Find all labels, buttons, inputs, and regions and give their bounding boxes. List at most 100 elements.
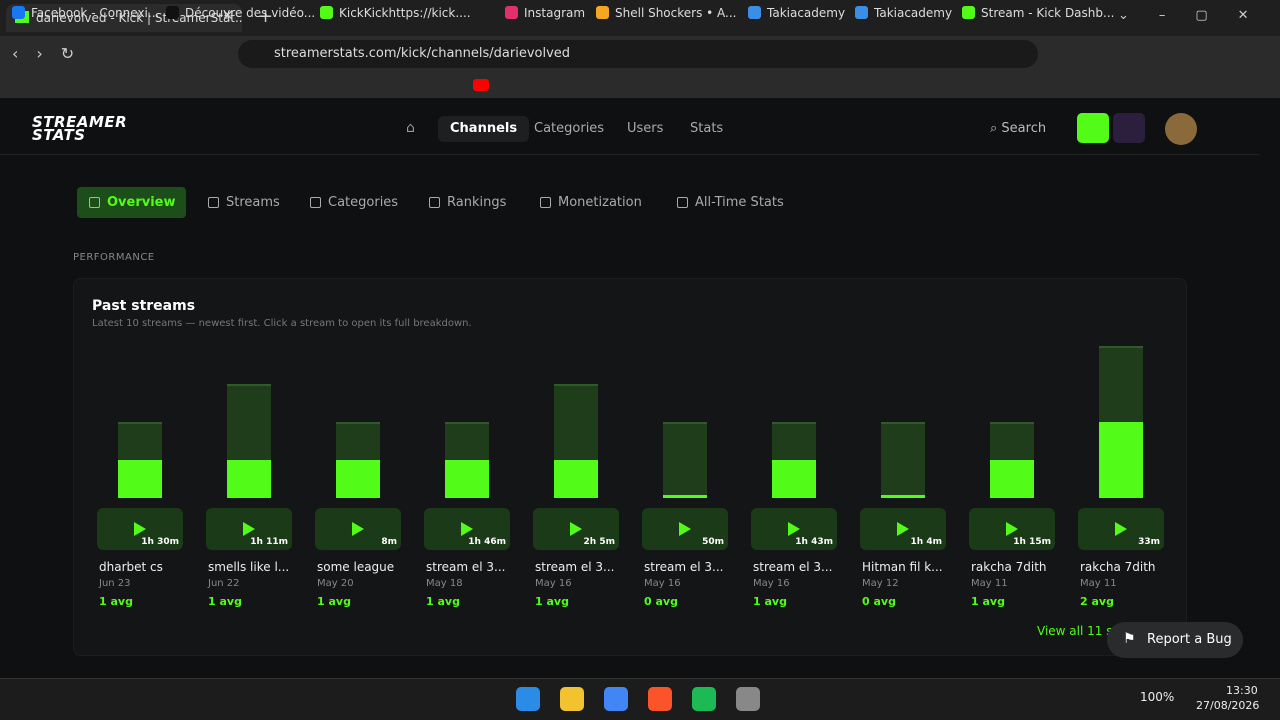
stream-name[interactable]: rakcha 7dith: [971, 560, 1047, 574]
stream-avg: 1 avg: [426, 595, 460, 608]
nav-buttons[interactable]: ‹›↻: [12, 44, 93, 63]
taskbar-app[interactable]: [648, 687, 672, 711]
bookmark-label: Shell Shockers • A...: [615, 6, 737, 20]
youtube-bookmark[interactable]: [473, 79, 489, 91]
bookmark-label: Stream - Kick Dashb...: [981, 6, 1115, 20]
avg-bar[interactable]: [881, 495, 925, 498]
nav-link[interactable]: Channels: [438, 116, 530, 142]
logo-line: STATS: [32, 126, 86, 144]
duration: 1h 30m: [141, 537, 179, 547]
taskbar-app[interactable]: [736, 687, 760, 711]
stream-thumbnail[interactable]: 50m: [642, 508, 728, 550]
bookmark-icon: [320, 6, 333, 19]
stream-avg: 1 avg: [753, 595, 787, 608]
section-tab[interactable]: All-Time Stats: [665, 187, 794, 218]
stream-name[interactable]: stream el 3...: [644, 560, 724, 574]
stream-thumbnail[interactable]: 1h 46m: [424, 508, 510, 550]
bookmark-label: Instagram: [524, 6, 586, 20]
avg-bar[interactable]: [227, 460, 271, 498]
card-subtitle: Latest 10 streams — newest first. Click …: [92, 318, 472, 329]
section-tab[interactable]: Overview: [77, 187, 186, 218]
bookmark-icon: [748, 6, 761, 19]
stream-name[interactable]: some league: [317, 560, 395, 574]
peak-bar[interactable]: [663, 422, 707, 498]
search[interactable]: ⌕ Search: [990, 121, 1047, 136]
avg-bar[interactable]: [336, 460, 380, 498]
bookmark[interactable]: Shell Shockers • A...: [596, 6, 737, 20]
bookmark[interactable]: Takiacademy: [855, 6, 952, 20]
nav-link[interactable]: Categories: [534, 121, 605, 136]
stream-name[interactable]: stream el 3...: [426, 560, 506, 574]
stream-name[interactable]: dharbet cs: [99, 560, 163, 574]
stream-date: May 16: [644, 578, 681, 589]
kick-button[interactable]: [1077, 113, 1109, 143]
bookmark[interactable]: Instagram: [505, 6, 585, 20]
bookmark[interactable]: Facebook - Connexi...: [12, 6, 159, 20]
avg-bar[interactable]: [118, 460, 162, 498]
stream-name[interactable]: stream el 3...: [535, 560, 615, 574]
stream-name[interactable]: stream el 3...: [753, 560, 833, 574]
stream-thumbnail[interactable]: 1h 15m: [969, 508, 1055, 550]
section-tab[interactable]: Rankings: [417, 187, 516, 218]
nav-link[interactable]: Stats: [690, 121, 724, 136]
avg-bar[interactable]: [554, 460, 598, 498]
tab-label: All-Time Stats: [695, 195, 784, 210]
bookmark-label: KickKickhttps://kick....: [339, 6, 471, 20]
twitch-button[interactable]: [1113, 113, 1145, 143]
bookmark[interactable]: KickKickhttps://kick....: [320, 6, 471, 20]
stream-thumbnail[interactable]: 1h 43m: [751, 508, 837, 550]
play-icon: [1115, 522, 1127, 536]
stream-name[interactable]: rakcha 7dith: [1080, 560, 1156, 574]
stream-thumbnail[interactable]: 33m: [1078, 508, 1164, 550]
bug-icon: ⚑: [1123, 631, 1136, 647]
avg-bar[interactable]: [772, 460, 816, 498]
stream-date: May 16: [535, 578, 572, 589]
section-tab[interactable]: Streams: [196, 187, 290, 218]
bookmark[interactable]: Takiacademy: [748, 6, 845, 20]
bookmark-icon: [855, 6, 868, 19]
home-icon[interactable]: ⌂: [406, 120, 415, 136]
stream-date: May 11: [971, 578, 1008, 589]
taskbar-app[interactable]: [604, 687, 628, 711]
stream-date: May 18: [426, 578, 463, 589]
new-tab[interactable]: +: [258, 6, 274, 27]
stream-thumbnail[interactable]: 1h 4m: [860, 508, 946, 550]
section-tab[interactable]: Categories: [298, 187, 408, 218]
view-all-link[interactable]: View all 11 st: [1037, 624, 1118, 638]
avg-bar[interactable]: [1099, 422, 1143, 498]
stream-name[interactable]: Hitman fil k...: [862, 560, 943, 574]
stream-avg: 0 avg: [644, 595, 678, 608]
browser-tab[interactable]: darievolved - Kick | StreamerStat...: [6, 4, 242, 32]
stream-avg: 0 avg: [862, 595, 896, 608]
stream-thumbnail[interactable]: 8m: [315, 508, 401, 550]
duration: 1h 46m: [468, 537, 506, 547]
tab-close[interactable]: ✕: [222, 8, 234, 24]
stream-avg: 1 avg: [535, 595, 569, 608]
section-tab[interactable]: Monetization: [528, 187, 652, 218]
avg-bar[interactable]: [445, 460, 489, 498]
tab-icon: [310, 197, 321, 208]
avg-bar[interactable]: [663, 495, 707, 498]
taskbar-app[interactable]: [692, 687, 716, 711]
avg-bar[interactable]: [990, 460, 1034, 498]
stream-thumbnail[interactable]: 1h 30m: [97, 508, 183, 550]
stream-thumbnail[interactable]: 1h 11m: [206, 508, 292, 550]
stream-name[interactable]: smells like l...: [208, 560, 290, 574]
taskbar-app[interactable]: [560, 687, 584, 711]
bookmark[interactable]: Stream - Kick Dashb...: [962, 6, 1114, 20]
stream-date: May 12: [862, 578, 899, 589]
logo[interactable]: STREAMER STATS: [32, 115, 127, 144]
nav-link[interactable]: Users: [627, 121, 664, 136]
bookmark-label: Takiacademy: [767, 6, 846, 20]
bookmark[interactable]: Découvre des vidéo...: [166, 6, 315, 20]
window-controls[interactable]: ⌄–▢✕: [1118, 8, 1279, 23]
address-bar[interactable]: streamerstats.com/kick/channels/darievol…: [238, 40, 1038, 68]
taskbar-app[interactable]: [516, 687, 540, 711]
peak-bar[interactable]: [881, 422, 925, 498]
avatar[interactable]: [1165, 113, 1197, 145]
duration: 1h 11m: [250, 537, 288, 547]
stream-thumbnail[interactable]: 2h 5m: [533, 508, 619, 550]
report-bug-button[interactable]: Report a Bug: [1107, 622, 1243, 658]
play-icon: [243, 522, 255, 536]
